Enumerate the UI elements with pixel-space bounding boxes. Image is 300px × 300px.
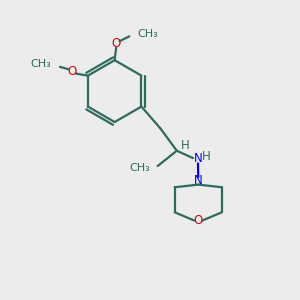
Text: O: O [112,37,121,50]
Text: CH₃: CH₃ [130,163,150,172]
Text: CH₃: CH₃ [30,59,51,70]
Text: O: O [194,214,203,227]
Text: H: H [202,149,211,163]
Text: N: N [194,174,203,187]
Text: CH₃: CH₃ [138,29,158,39]
Text: H: H [181,139,189,152]
Text: O: O [67,65,76,78]
Text: N: N [194,152,202,166]
